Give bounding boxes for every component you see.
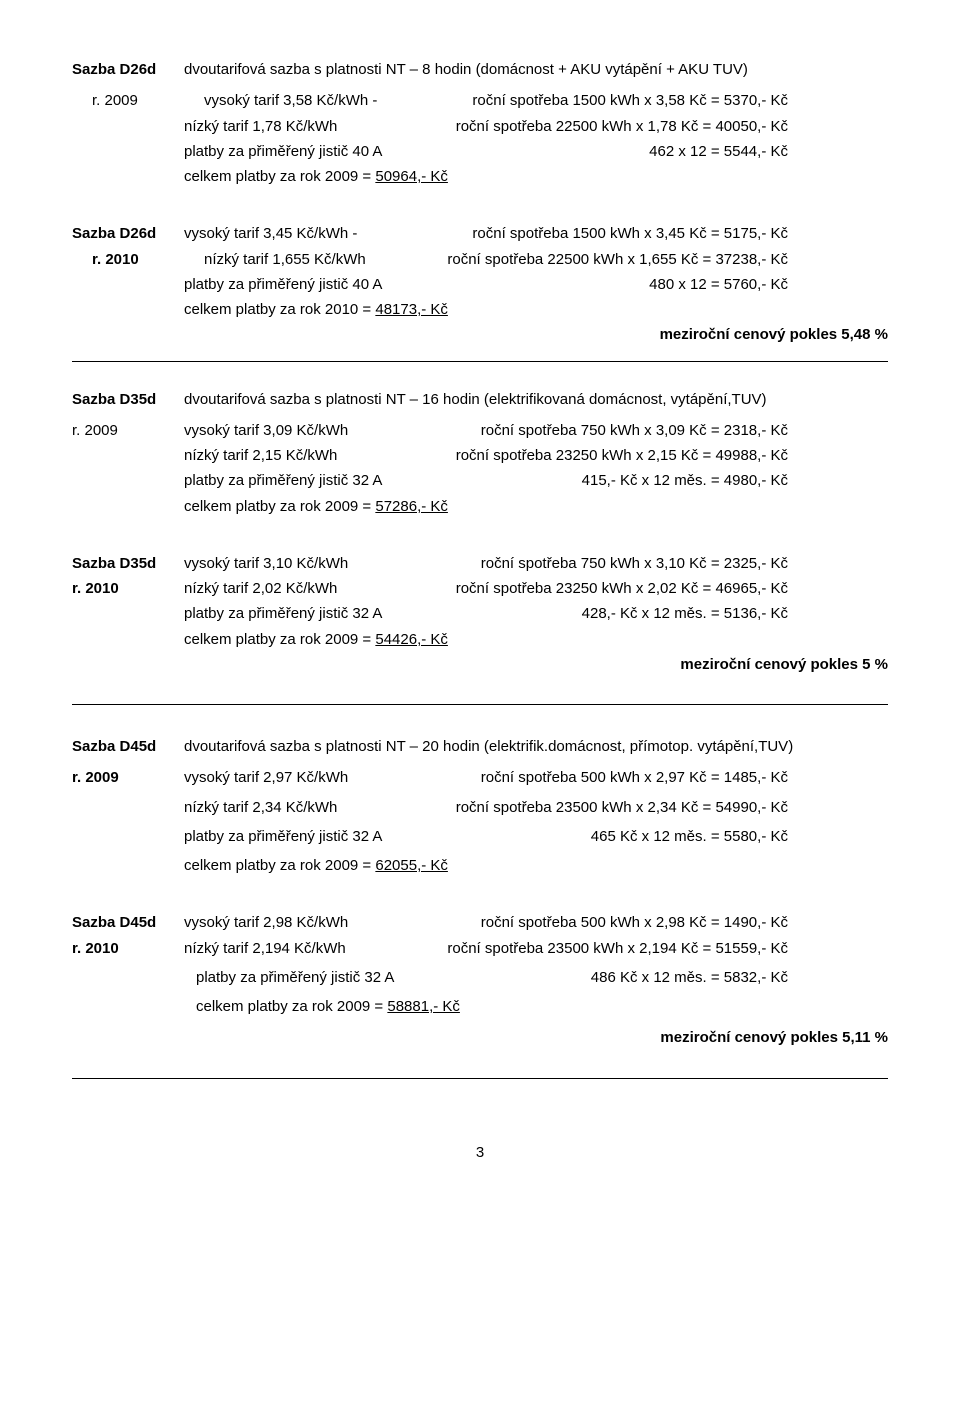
text: 48173,- Kč — [375, 301, 448, 318]
text-line: platby za přiměřený jistič 40 A 480 x 12… — [72, 273, 888, 296]
year-label: r. 2010 — [72, 937, 137, 960]
text: 58881,- Kč — [387, 998, 460, 1015]
text: roční spotřeba 22500 kWh x 1,655 Kč = 37… — [447, 248, 888, 271]
text: celkem platby za rok 2009 = — [196, 998, 387, 1015]
text: 480 x 12 = 5760,- Kč — [649, 273, 888, 296]
text: celkem platby za rok 2009 = — [184, 857, 375, 874]
tariff-desc: dvoutarifová sazba s platnosti NT – 16 h… — [184, 388, 888, 411]
text-line: celkem platby za rok 2009 = 50964,- Kč — [72, 165, 888, 188]
text-line: platby za přiměřený jistič 40 A 462 x 12… — [72, 140, 888, 163]
text: roční spotřeba 750 kWh x 3,09 Kč = 2318,… — [481, 419, 888, 442]
text: 415,- Kč x 12 měs. = 4980,- Kč — [582, 469, 888, 492]
text: vysoký tarif 2,98 Kč/kWh — [184, 911, 348, 934]
text: roční spotřeba 500 kWh x 2,98 Kč = 1490,… — [481, 911, 888, 934]
text-line: platby za přiměřený jistič 32 A 486 Kč x… — [72, 966, 888, 989]
text-line: nízký tarif 2,34 Kč/kWh roční spotřeba 2… — [72, 796, 888, 819]
text: 57286,- Kč — [375, 498, 448, 515]
text-line: Sazba D45d vysoký tarif 2,98 Kč/kWh ročn… — [72, 911, 888, 934]
text-line: r. 2010 nízký tarif 2,194 Kč/kWh roční s… — [72, 937, 888, 960]
result-line: meziroční cenový pokles 5,48 % — [72, 323, 888, 346]
text: platby za přiměřený jistič 32 A — [196, 966, 394, 989]
text-line: Sazba D26d vysoký tarif 3,45 Kč/kWh - ro… — [72, 222, 888, 245]
text-line: nízký tarif 2,15 Kč/kWh roční spotřeba 2… — [72, 444, 888, 467]
tariff-label: Sazba D35d — [72, 552, 184, 575]
tariff-label: Sazba D45d — [72, 911, 184, 934]
text: roční spotřeba 750 kWh x 3,10 Kč = 2325,… — [481, 552, 888, 575]
text-line: platby za přiměřený jistič 32 A 465 Kč x… — [72, 825, 888, 848]
text: roční spotřeba 23500 kWh x 2,194 Kč = 51… — [447, 937, 888, 960]
text-line: celkem platby za rok 2010 = 48173,- Kč — [72, 298, 888, 321]
text: 428,- Kč x 12 měs. = 5136,- Kč — [582, 602, 888, 625]
tariff-label: Sazba D45d — [72, 735, 184, 758]
text: 462 x 12 = 5544,- Kč — [649, 140, 888, 163]
text: celkem platby za rok 2009 = — [184, 168, 375, 185]
text: 486 Kč x 12 měs. = 5832,- Kč — [591, 966, 888, 989]
section-title: Sazba D26d dvoutarifová sazba s platnost… — [72, 58, 888, 81]
text: platby za přiměřený jistič 32 A — [184, 825, 382, 848]
text: roční spotřeba 23250 kWh x 2,02 Kč = 469… — [456, 577, 888, 600]
text: vysoký tarif 2,97 Kč/kWh — [184, 766, 348, 789]
text: 54426,- Kč — [375, 631, 448, 648]
text: roční spotřeba 500 kWh x 2,97 Kč = 1485,… — [481, 766, 888, 789]
tariff-desc: dvoutarifová sazba s platnosti NT – 8 ho… — [184, 58, 888, 81]
text: roční spotřeba 1500 kWh x 3,58 Kč = 5370… — [472, 89, 888, 112]
text: nízký tarif 2,15 Kč/kWh — [184, 444, 337, 467]
page-number: 3 — [72, 1141, 888, 1164]
text: nízký tarif 1,655 Kč/kWh — [204, 248, 366, 271]
text-line: celkem platby za rok 2009 = 57286,- Kč — [72, 495, 888, 518]
text: platby za přiměřený jistič 32 A — [184, 469, 382, 492]
text: celkem platby za rok 2010 = — [184, 301, 375, 318]
year-label: r. 2009 — [92, 89, 157, 112]
text-line: r. 2009 vysoký tarif 3,58 Kč/kWh - roční… — [72, 89, 888, 112]
text-line: platby za přiměřený jistič 32 A 428,- Kč… — [72, 602, 888, 625]
year-label: r. 2009 — [72, 766, 137, 789]
section-title: Sazba D45d dvoutarifová sazba s platnost… — [72, 735, 888, 758]
text: platby za přiměřený jistič 40 A — [184, 273, 382, 296]
result-line: meziroční cenový pokles 5 % — [72, 653, 888, 676]
text-line: platby za přiměřený jistič 32 A 415,- Kč… — [72, 469, 888, 492]
result-line: meziroční cenový pokles 5,11 % — [72, 1026, 888, 1049]
text: 62055,- Kč — [375, 857, 448, 874]
text-line: r. 2010 nízký tarif 1,655 Kč/kWh roční s… — [72, 248, 888, 271]
divider — [72, 704, 888, 705]
text: vysoký tarif 3,10 Kč/kWh — [184, 552, 348, 575]
text: roční spotřeba 22500 kWh x 1,78 Kč = 400… — [456, 115, 888, 138]
year-label: r. 2009 — [72, 419, 137, 442]
text: nízký tarif 2,02 Kč/kWh — [184, 577, 337, 600]
text: roční spotřeba 23250 kWh x 2,15 Kč = 499… — [456, 444, 888, 467]
section-title: Sazba D35d dvoutarifová sazba s platnost… — [72, 388, 888, 411]
text: nízký tarif 1,78 Kč/kWh — [184, 115, 337, 138]
tariff-label: Sazba D26d — [72, 58, 184, 81]
text: roční spotřeba 23500 kWh x 2,34 Kč = 549… — [456, 796, 888, 819]
divider — [72, 361, 888, 362]
text-line: r. 2009 vysoký tarif 3,09 Kč/kWh roční s… — [72, 419, 888, 442]
tariff-label: Sazba D35d — [72, 388, 184, 411]
divider — [72, 1078, 888, 1079]
text: vysoký tarif 3,58 Kč/kWh - — [204, 89, 377, 112]
tariff-desc: dvoutarifová sazba s platnosti NT – 20 h… — [184, 735, 888, 758]
text: roční spotřeba 1500 kWh x 3,45 Kč = 5175… — [472, 222, 888, 245]
text: celkem platby za rok 2009 = — [184, 631, 375, 648]
text: vysoký tarif 3,45 Kč/kWh - — [184, 222, 357, 245]
text-line: celkem platby za rok 2009 = 62055,- Kč — [72, 854, 888, 877]
text-line: r. 2010 nízký tarif 2,02 Kč/kWh roční sp… — [72, 577, 888, 600]
year-label: r. 2010 — [72, 577, 137, 600]
year-label: r. 2010 — [92, 248, 157, 271]
text-line: Sazba D35d vysoký tarif 3,10 Kč/kWh ročn… — [72, 552, 888, 575]
text: celkem platby za rok 2009 = — [184, 498, 375, 515]
text-line: r. 2009 vysoký tarif 2,97 Kč/kWh roční s… — [72, 766, 888, 789]
text-line: nízký tarif 1,78 Kč/kWh roční spotřeba 2… — [72, 115, 888, 138]
text: nízký tarif 2,194 Kč/kWh — [184, 937, 346, 960]
tariff-label: Sazba D26d — [72, 222, 184, 245]
text-line: celkem platby za rok 2009 = 54426,- Kč — [72, 628, 888, 651]
text: 465 Kč x 12 měs. = 5580,- Kč — [591, 825, 888, 848]
text: vysoký tarif 3,09 Kč/kWh — [184, 419, 348, 442]
text: nízký tarif 2,34 Kč/kWh — [184, 796, 337, 819]
text: platby za přiměřený jistič 32 A — [184, 602, 382, 625]
text: platby za přiměřený jistič 40 A — [184, 140, 382, 163]
text: 50964,- Kč — [375, 168, 448, 185]
text-line: celkem platby za rok 2009 = 58881,- Kč — [72, 995, 888, 1018]
